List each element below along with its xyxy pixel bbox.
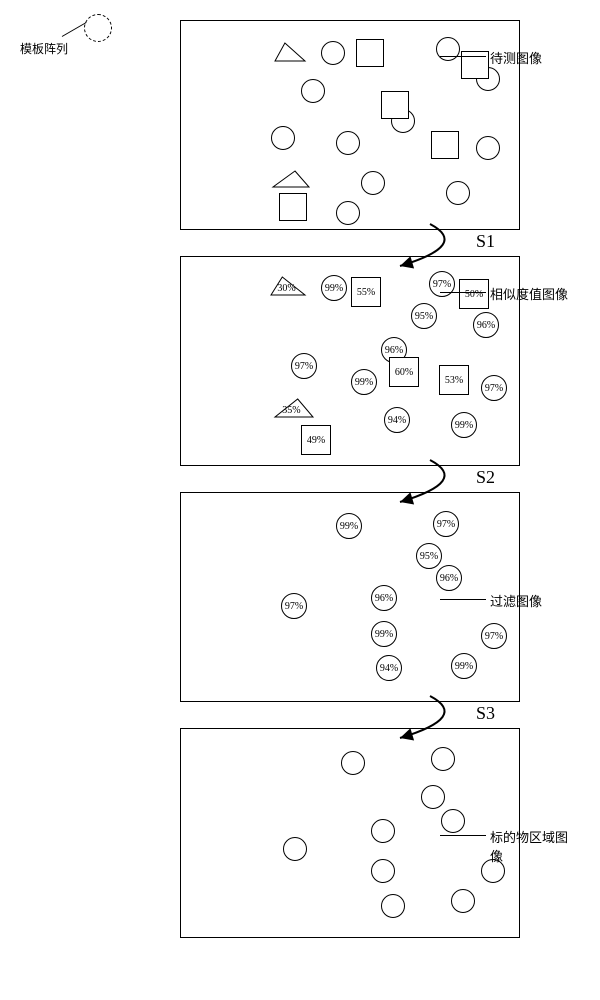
step-arrow — [20, 20, 520, 984]
diagram-root: 模板阵列 待测图像99%97%96%95%96%97%99%97%94%99%5… — [20, 20, 580, 974]
step-arrow-label: S3 — [476, 703, 495, 724]
